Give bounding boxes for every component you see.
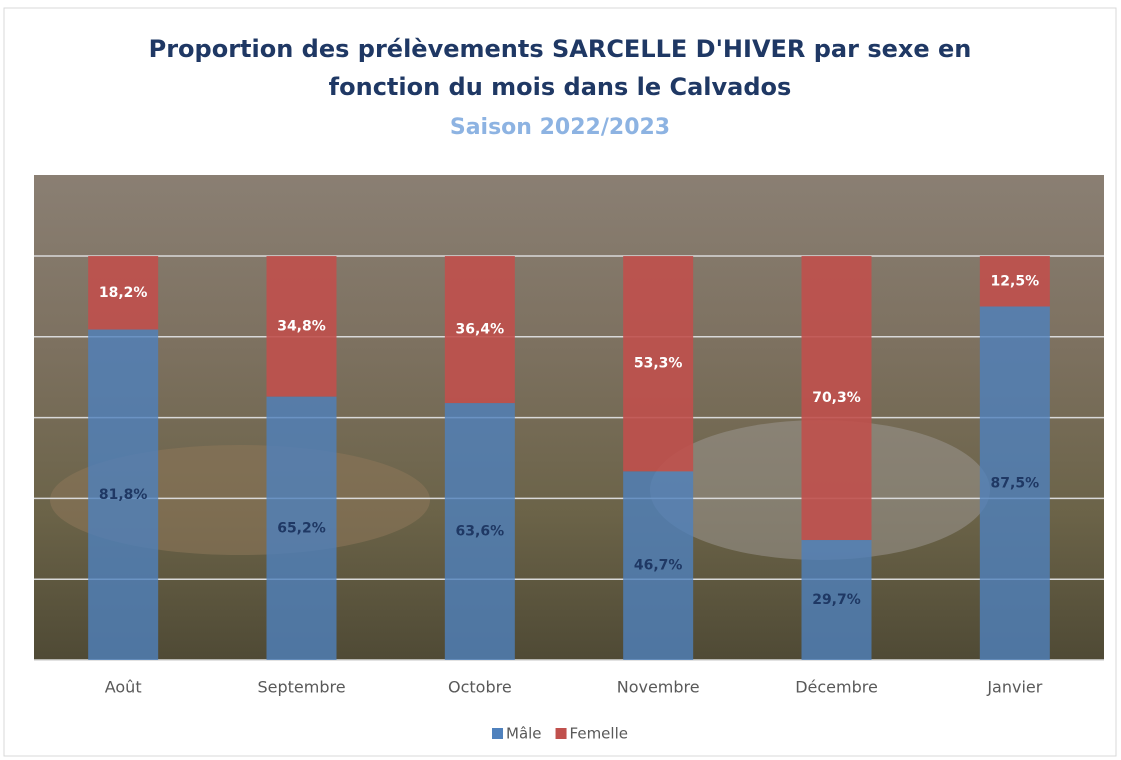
data-label: 12,5% <box>991 273 1040 289</box>
chart-subtitle: Saison 2022/2023 <box>450 115 670 140</box>
legend-label: Femelle <box>570 725 628 743</box>
data-label: 63,6% <box>456 524 505 540</box>
legend-swatch <box>492 728 503 739</box>
x-tick-label: Janvier <box>986 678 1042 697</box>
x-tick-label: Décembre <box>795 678 878 697</box>
x-tick-label: Août <box>105 678 142 697</box>
x-tick-label: Novembre <box>617 678 700 697</box>
data-label: 46,7% <box>634 558 683 574</box>
data-label: 29,7% <box>812 592 861 608</box>
data-label: 53,3% <box>634 356 683 372</box>
data-label: 87,5% <box>991 475 1040 491</box>
chart: Proportion des prélèvements SARCELLE D'H… <box>0 0 1121 760</box>
data-label: 65,2% <box>277 520 326 536</box>
legend-label: Mâle <box>506 725 542 743</box>
legend-swatch <box>556 728 567 739</box>
data-label: 34,8% <box>277 318 326 334</box>
data-label: 70,3% <box>812 390 861 406</box>
x-tick-label: Septembre <box>257 678 345 697</box>
data-label: 81,8% <box>99 487 148 503</box>
data-label: 36,4% <box>456 322 505 338</box>
data-label: 18,2% <box>99 285 148 301</box>
x-tick-label: Octobre <box>448 678 512 697</box>
